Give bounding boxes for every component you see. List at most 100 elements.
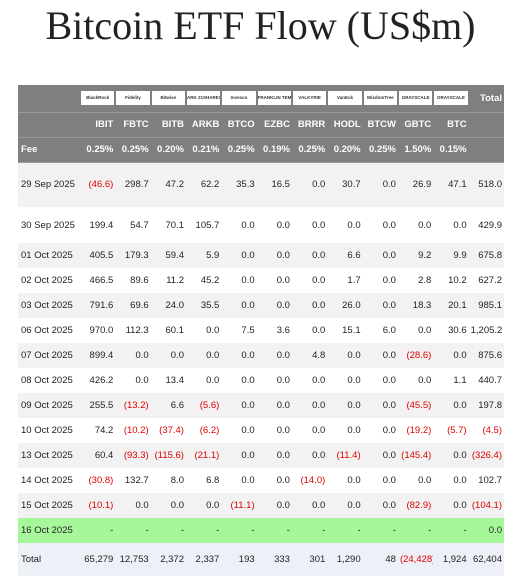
flow-value: 16.5 bbox=[271, 179, 290, 191]
flow-value: 60.1 bbox=[165, 325, 184, 336]
flow-value: 7.5 bbox=[241, 325, 255, 336]
flow-value: 2,337 bbox=[195, 554, 220, 565]
flow-value: 0.0 bbox=[241, 375, 255, 386]
flow-value: 0.0 bbox=[312, 325, 326, 336]
flow-value: (115.6) bbox=[154, 450, 184, 461]
flow-value: 12,753 bbox=[119, 554, 149, 565]
fee: 0.20% bbox=[150, 137, 186, 163]
etf-flow-table: BlackRock Fidelity Bitwise ARK 21SHARES Inve… bbox=[18, 85, 504, 576]
flow-value: 47.1 bbox=[448, 179, 467, 191]
fee: 0.25% bbox=[291, 137, 328, 163]
data-row: 15 Oct 2025 (10.1) 0.0 0.0 0.0 (11.1) 0.0 0.0 0.… bbox=[18, 493, 504, 518]
flow-value: 0.0 bbox=[312, 375, 326, 386]
ticker: GBTC bbox=[397, 112, 434, 138]
flow-value: 426.2 bbox=[89, 375, 114, 386]
fund-logo: BlackRock bbox=[81, 91, 115, 106]
ticker: IBIT bbox=[80, 112, 116, 138]
flow-value: 0.0 bbox=[382, 400, 396, 411]
flow-value: 10.2 bbox=[448, 275, 467, 286]
flow-value: 0.0 bbox=[312, 250, 326, 261]
ticker-row: IBIT FBTC BITB ARKB BTCO EZBC BRRR HODL BTCW GBTC… bbox=[18, 112, 504, 138]
fee: 0.21% bbox=[185, 137, 222, 163]
fee: 1.50% bbox=[397, 137, 434, 163]
flow-value: 0.0 bbox=[206, 325, 220, 336]
fund-logo: Invesco bbox=[222, 91, 256, 106]
data-row: 08 Oct 2025 426.2 0.0 13.4 0.0 0.0 0.0 0.0 0.0 0.… bbox=[18, 368, 504, 393]
flow-value: 2,372 bbox=[160, 554, 184, 565]
data-row: 07 Oct 2025 899.4 0.0 0.0 0.0 0.0 0.0 4.8 0.0 0.0… bbox=[18, 343, 504, 368]
logo-cell: FRANKLIN TEMPLETON bbox=[256, 85, 292, 113]
flow-value: (10.1) bbox=[88, 500, 114, 511]
flow-value: 65,279 bbox=[84, 554, 114, 565]
flow-value: 0.0 bbox=[276, 475, 290, 486]
table-header: BlackRock Fidelity Bitwise ARK 21SHARES Inve… bbox=[18, 85, 504, 163]
flow-value: 20.1 bbox=[448, 300, 467, 311]
flow-value: 0.0 bbox=[276, 350, 290, 361]
flow-value: 970.0 bbox=[89, 325, 114, 336]
flow-value: 1.1 bbox=[453, 375, 467, 386]
flow-value: 0.0 bbox=[312, 300, 326, 311]
flow-value: 0.0 bbox=[276, 500, 290, 511]
fee: 0.25% bbox=[80, 137, 116, 163]
flow-value: (104.1) bbox=[471, 500, 502, 511]
logo-cell: Invesco bbox=[221, 85, 257, 113]
flow-value: 0.0 bbox=[453, 500, 467, 511]
flow-value: 440.7 bbox=[478, 375, 502, 386]
flow-value: 5.9 bbox=[206, 250, 220, 261]
flow-value: 0.0 bbox=[276, 275, 290, 286]
flow-value: 6.6 bbox=[170, 400, 184, 411]
flow-value: 298.7 bbox=[124, 179, 149, 191]
flow-value: 30.7 bbox=[342, 179, 361, 191]
flow-value: 301 bbox=[309, 554, 326, 565]
flow-value: - bbox=[428, 525, 432, 536]
flow-value: 0.0 bbox=[276, 219, 290, 231]
flow-value: 47.2 bbox=[165, 179, 184, 191]
row-label: 13 Oct 2025 bbox=[21, 450, 73, 461]
ticker: BTCW bbox=[362, 112, 398, 138]
flow-value: 197.8 bbox=[478, 400, 502, 411]
flow-value: 0.0 bbox=[241, 275, 255, 286]
flow-value: (28.6) bbox=[406, 350, 432, 361]
flow-value: 1,205.2 bbox=[470, 325, 503, 336]
flow-value: - bbox=[251, 525, 255, 536]
flow-value: 102.7 bbox=[478, 475, 502, 486]
flow-value: 0.0 bbox=[347, 375, 361, 386]
flow-value: 0.0 bbox=[241, 400, 255, 411]
flow-value: 0.0 bbox=[170, 500, 184, 511]
flow-value: 0.0 bbox=[135, 500, 149, 511]
flow-value: (11.4) bbox=[336, 450, 361, 461]
flow-value: 333 bbox=[274, 554, 290, 565]
flow-value: 0.0 bbox=[276, 250, 290, 261]
data-row: 09 Oct 2025 255.5 (13.2) 6.6 (5.6) 0.0 0.0 0.0 0… bbox=[18, 393, 504, 418]
flow-value: 627.2 bbox=[478, 275, 502, 286]
flow-value: (10.2) bbox=[123, 425, 149, 436]
flow-value: 0.0 bbox=[453, 450, 467, 461]
flow-value: 4.8 bbox=[312, 350, 326, 361]
flow-value: 15.1 bbox=[342, 325, 361, 336]
flow-value: 54.7 bbox=[130, 219, 149, 231]
flow-value: 0.0 bbox=[206, 375, 220, 386]
row-label: 16 Oct 2025 bbox=[21, 525, 73, 536]
logo-cell: VanEck bbox=[327, 85, 363, 113]
flow-value: 11.2 bbox=[166, 275, 184, 286]
flow-value: 26.0 bbox=[342, 300, 361, 311]
flow-value: 0.0 bbox=[488, 525, 502, 536]
flow-value: 0.0 bbox=[453, 475, 467, 486]
flow-value: 35.3 bbox=[236, 179, 255, 191]
empty-header-cell bbox=[468, 137, 504, 163]
flow-value: 30.6 bbox=[448, 325, 467, 336]
ticker: ARKB bbox=[185, 112, 222, 138]
logo-cell: ARK 21SHARES bbox=[185, 85, 222, 113]
flow-value: (5.6) bbox=[199, 400, 220, 411]
flow-value: 0.0 bbox=[382, 475, 396, 486]
flow-value: (82.9) bbox=[406, 500, 432, 511]
flow-value: 89.6 bbox=[130, 275, 149, 286]
flow-value: 48 bbox=[385, 554, 396, 565]
flow-value: 0.0 bbox=[382, 425, 396, 436]
flow-value: 0.0 bbox=[276, 450, 290, 461]
flow-value: 899.4 bbox=[89, 350, 114, 361]
table-body: 29 Sep 2025 (46.6) 298.7 47.2 62.2 35.3 16.5 0.… bbox=[18, 162, 504, 576]
flow-value: (6.2) bbox=[199, 425, 220, 436]
fund-logo: GRAYSCALE bbox=[434, 91, 468, 106]
flow-value: 62,404 bbox=[472, 554, 502, 565]
